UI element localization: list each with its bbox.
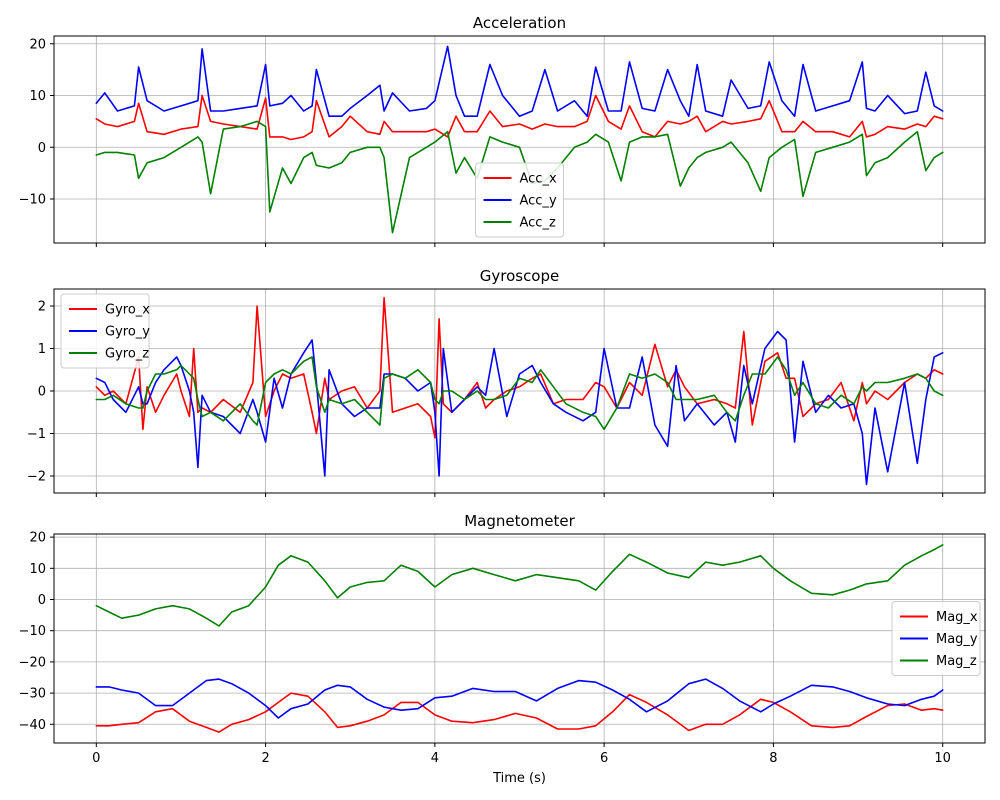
acceleration-ytick-label: 0	[38, 141, 46, 156]
acceleration-ytick-label: 20	[29, 37, 46, 52]
gyroscope-series-gyro-y	[95, 330, 944, 486]
gyroscope-legend-box	[60, 293, 150, 369]
magnetometer-series-mag-x	[95, 692, 944, 733]
magnetometer-ytick-label: −20	[19, 655, 46, 670]
magnetometer-axes-frame	[53, 533, 986, 744]
acceleration-series-acc-y	[95, 45, 944, 117]
magnetometer-legend-label: Mag_z	[936, 654, 977, 669]
acceleration-legend: Acc_x Acc_y Acc_z	[475, 162, 564, 238]
acceleration-series-acc-z	[95, 120, 944, 234]
gyroscope-ytick-label: −2	[27, 470, 46, 485]
magnetometer-xtick-label: 8	[769, 751, 777, 766]
magnetometer-series-mag-z	[95, 544, 944, 627]
acceleration-ytick-label: 10	[29, 89, 46, 104]
magnetometer-ytick-label: 0	[38, 593, 46, 608]
magnetometer-ytick-label: −40	[19, 718, 46, 733]
magnetometer-ytick-label: 10	[29, 562, 46, 577]
acceleration-title: Acceleration	[473, 14, 566, 32]
acceleration-axes-frame	[53, 35, 986, 244]
subplot-gyroscope: −2 −1 0 1 2 Gyroscope Gyro_x Gyro_y Gyro_z	[27, 267, 986, 497]
gyroscope-title: Gyroscope	[480, 267, 560, 285]
magnetometer-legend-box	[891, 601, 981, 676]
gyroscope-series-gyro-z	[95, 356, 944, 431]
gyroscope-ytick-label: 1	[38, 342, 46, 357]
magnetometer-ytick-label: −30	[19, 687, 46, 702]
magnetometer-ytick-label: 20	[29, 531, 46, 546]
acceleration-legend-label: Acc_y	[520, 194, 557, 209]
gyroscope-ytick-label: 2	[38, 300, 46, 315]
acceleration-series-acc-x	[95, 94, 944, 141]
gyroscope-ytick-label: −1	[27, 427, 46, 442]
acceleration-legend-box	[475, 162, 564, 238]
magnetometer-xtick-label: 10	[934, 751, 951, 766]
magnetometer-legend-label: Mag_y	[936, 632, 978, 647]
gyroscope-series-gyro-x	[95, 296, 944, 439]
gyroscope-legend-label: Gyro_z	[105, 347, 149, 362]
subplot-magnetometer: 0 2 4 6 8 10 −40 −30 −20 −10 0 10 20 Magnetometer Time…	[19, 512, 986, 786]
magnetometer-series-mag-y	[95, 678, 944, 719]
acceleration-legend-label: Acc_z	[520, 216, 556, 231]
acceleration-legend-label: Acc_x	[520, 172, 557, 187]
magnetometer-xlabel: Time (s)	[492, 771, 546, 786]
magnetometer-legend: Mag_x Mag_y Mag_z	[891, 601, 981, 676]
magnetometer-xtick-label: 2	[261, 751, 269, 766]
magnetometer-title: Magnetometer	[464, 512, 575, 530]
acceleration-ytick-label: −10	[19, 193, 46, 208]
magnetometer-xtick-label: 0	[92, 751, 100, 766]
gyroscope-legend-label: Gyro_x	[105, 303, 150, 318]
gyroscope-ytick-label: 0	[38, 385, 46, 400]
magnetometer-xtick-label: 6	[600, 751, 608, 766]
magnetometer-ytick-label: −10	[19, 624, 46, 639]
magnetometer-xtick-label: 4	[431, 751, 439, 766]
subplot-acceleration: −10 0 10 20 Acceleration Acc_x Acc_y Acc_z	[19, 14, 986, 247]
gyroscope-legend-label: Gyro_y	[105, 325, 150, 340]
magnetometer-legend-label: Mag_x	[936, 610, 978, 625]
gyroscope-legend: Gyro_x Gyro_y Gyro_z	[60, 293, 150, 369]
